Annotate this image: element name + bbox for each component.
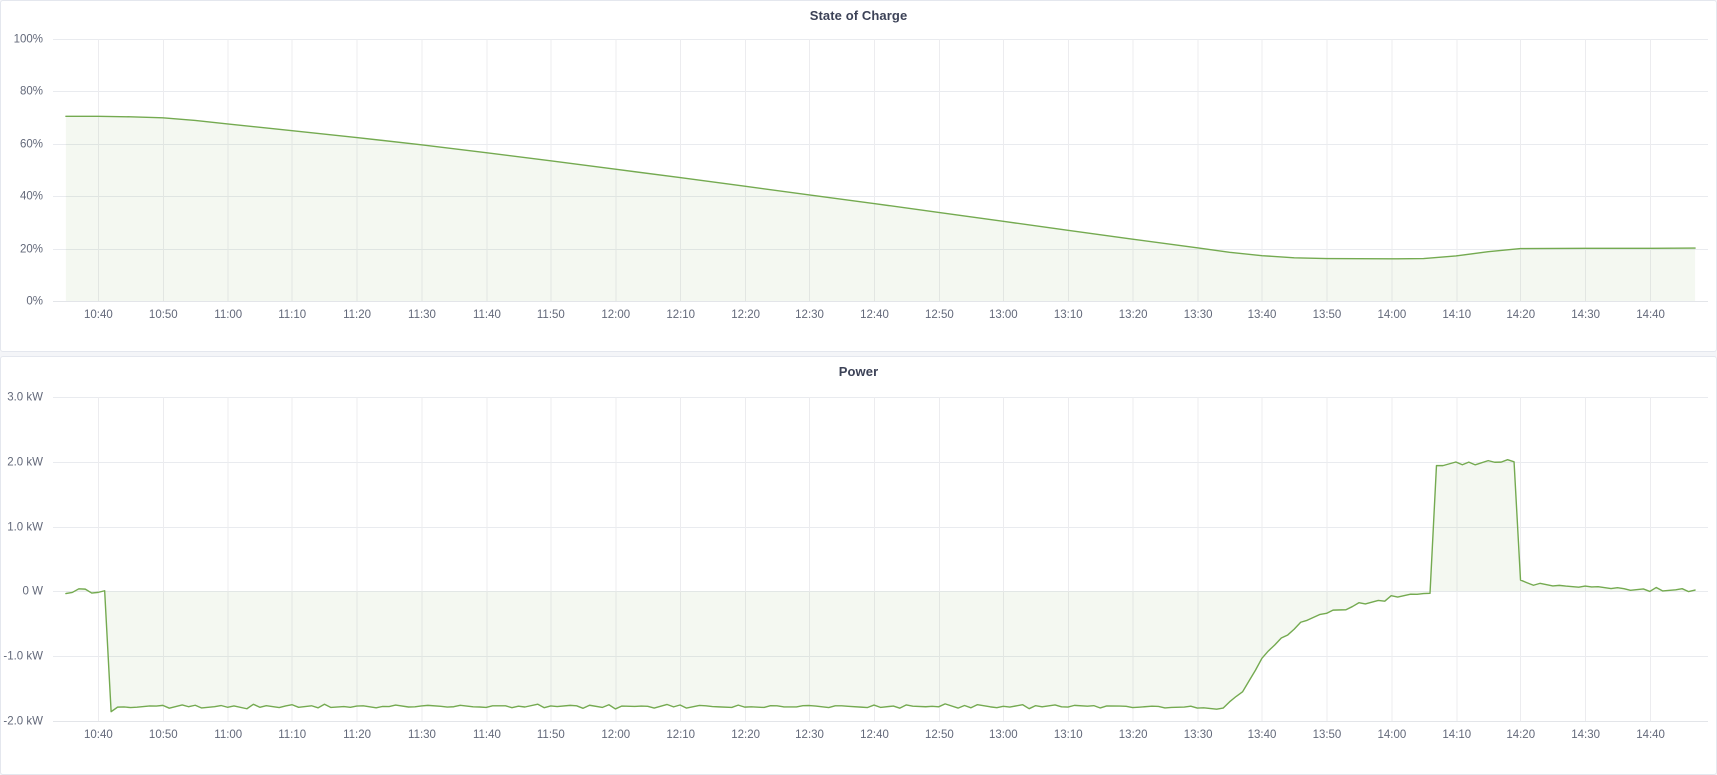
x-axis-tick-label: 13:00 bbox=[989, 729, 1018, 741]
x-axis-tick-label: 11:10 bbox=[278, 729, 306, 741]
y-axis-tick-label: 3.0 kW bbox=[7, 392, 43, 404]
panel-title-power: Power bbox=[838, 364, 879, 379]
x-axis-tick-label: 13:30 bbox=[1184, 729, 1213, 741]
x-axis-tick-label: 14:30 bbox=[1571, 729, 1600, 741]
x-axis-tick-label: 14:40 bbox=[1636, 729, 1665, 741]
x-axis-tick-label: 11:20 bbox=[343, 309, 371, 321]
y-axis-tick-label: 0% bbox=[26, 296, 43, 308]
x-axis-tick-label: 10:50 bbox=[149, 309, 178, 321]
y-axis-tick-label: -2.0 kW bbox=[3, 716, 43, 728]
x-axis-tick-label: 14:10 bbox=[1442, 309, 1471, 321]
x-axis-tick-label: 11:20 bbox=[343, 729, 371, 741]
x-axis-tick-label: 11:30 bbox=[408, 729, 436, 741]
series-line-state-of-charge bbox=[65, 115, 1696, 260]
x-axis-tick-label: 14:10 bbox=[1442, 729, 1471, 741]
x-axis-tick-label: 11:00 bbox=[214, 309, 242, 321]
x-axis-tick-label: 11:50 bbox=[537, 309, 565, 321]
x-axis-tick-label: 11:00 bbox=[214, 729, 242, 741]
x-axis-tick-label: 13:20 bbox=[1119, 729, 1148, 741]
y-axis-tick-label: 0 W bbox=[23, 586, 44, 598]
y-axis-tick-label: 100% bbox=[14, 34, 43, 46]
x-axis-tick-label: 11:40 bbox=[473, 309, 501, 321]
x-axis-tick-label: 13:10 bbox=[1054, 729, 1083, 741]
x-axis-tick-label: 12:30 bbox=[795, 729, 824, 741]
x-axis-tick-label: 13:10 bbox=[1054, 309, 1083, 321]
x-axis-tick-label: 12:20 bbox=[731, 729, 760, 741]
x-axis-tick-label: 14:00 bbox=[1378, 729, 1407, 741]
chart-power[interactable]: -2.0 kW -1.0 kW 0 W 1.0 kW 2.0 kW 3.0 kW 10:40… bbox=[1, 379, 1716, 769]
x-axis-tick-label: 12:10 bbox=[666, 309, 695, 321]
x-axis-tick-label: 14:30 bbox=[1571, 309, 1600, 321]
x-axis-tick-label: 12:20 bbox=[731, 309, 760, 321]
x-axis-tick-label: 13:30 bbox=[1184, 309, 1213, 321]
x-axis-tick-label: 14:20 bbox=[1506, 729, 1535, 741]
x-axis-tick-label: 14:40 bbox=[1636, 309, 1665, 321]
x-axis-tick-label: 12:00 bbox=[601, 729, 630, 741]
x-axis-tick-label: 11:30 bbox=[408, 309, 436, 321]
x-axis-tick-label: 12:30 bbox=[795, 309, 824, 321]
x-axis-tick-label: 11:10 bbox=[278, 309, 306, 321]
y-axis-tick-label: -1.0 kW bbox=[3, 651, 43, 663]
x-axis-tick-label: 13:40 bbox=[1248, 309, 1277, 321]
x-axis-tick-label: 11:40 bbox=[473, 729, 501, 741]
y-axis-tick-label: 80% bbox=[20, 86, 43, 98]
x-axis-tick-label: 13:50 bbox=[1313, 729, 1342, 741]
x-axis-tick-label: 10:50 bbox=[149, 729, 178, 741]
x-axis-tick-label: 12:50 bbox=[925, 729, 954, 741]
x-axis-tick-label: 13:00 bbox=[989, 309, 1018, 321]
y-axis-tick-label: 40% bbox=[20, 191, 43, 203]
x-axis-tick-label: 14:20 bbox=[1506, 309, 1535, 321]
x-axis-tick-label: 12:10 bbox=[666, 729, 695, 741]
chart-svg-power[interactable]: -2.0 kW -1.0 kW 0 W 1.0 kW 2.0 kW 3.0 kW 10:40… bbox=[1, 379, 1716, 769]
x-axis-tick-label: 10:40 bbox=[84, 729, 113, 741]
x-axis-tick-label: 13:20 bbox=[1119, 309, 1148, 321]
x-axis-tick-label: 13:40 bbox=[1248, 729, 1277, 741]
y-axis-tick-label: 1.0 kW bbox=[7, 522, 43, 534]
y-axis-tick-label: 60% bbox=[20, 139, 43, 151]
panel-title-state-of-charge: State of Charge bbox=[809, 8, 908, 23]
chart-state-of-charge[interactable]: 0% 20% 40% 60% 80% 100% 10:40 10:50 11:00 11:10 11… bbox=[1, 23, 1716, 345]
y-axis-tick-label: 20% bbox=[20, 244, 43, 256]
x-axis-tick-label: 12:40 bbox=[860, 729, 889, 741]
panel-state-of-charge: State of Charge 0% 20% 40% 60% 80% 100% 10:40 1… bbox=[0, 0, 1717, 352]
x-axis-tick-label: 12:00 bbox=[601, 309, 630, 321]
x-axis-tick-label: 11:50 bbox=[537, 729, 565, 741]
series-area-power bbox=[65, 459, 1696, 712]
chart-svg-state-of-charge[interactable]: 0% 20% 40% 60% 80% 100% 10:40 10:50 11:00 11:10 11… bbox=[1, 23, 1716, 345]
x-axis-tick-label: 10:40 bbox=[84, 309, 113, 321]
x-axis-tick-label: 14:00 bbox=[1378, 309, 1407, 321]
series-line-power bbox=[65, 458, 1696, 713]
x-axis-tick-label: 13:50 bbox=[1313, 309, 1342, 321]
x-axis-tick-label: 12:50 bbox=[925, 309, 954, 321]
x-axis-tick-label: 12:40 bbox=[860, 309, 889, 321]
series-area-state-of-charge bbox=[65, 116, 1696, 301]
panel-power: Power -2.0 kW -1.0 kW 0 W 1.0 kW 2.0 kW 3.0 k… bbox=[0, 356, 1717, 775]
y-axis-tick-label: 2.0 kW bbox=[7, 457, 43, 469]
